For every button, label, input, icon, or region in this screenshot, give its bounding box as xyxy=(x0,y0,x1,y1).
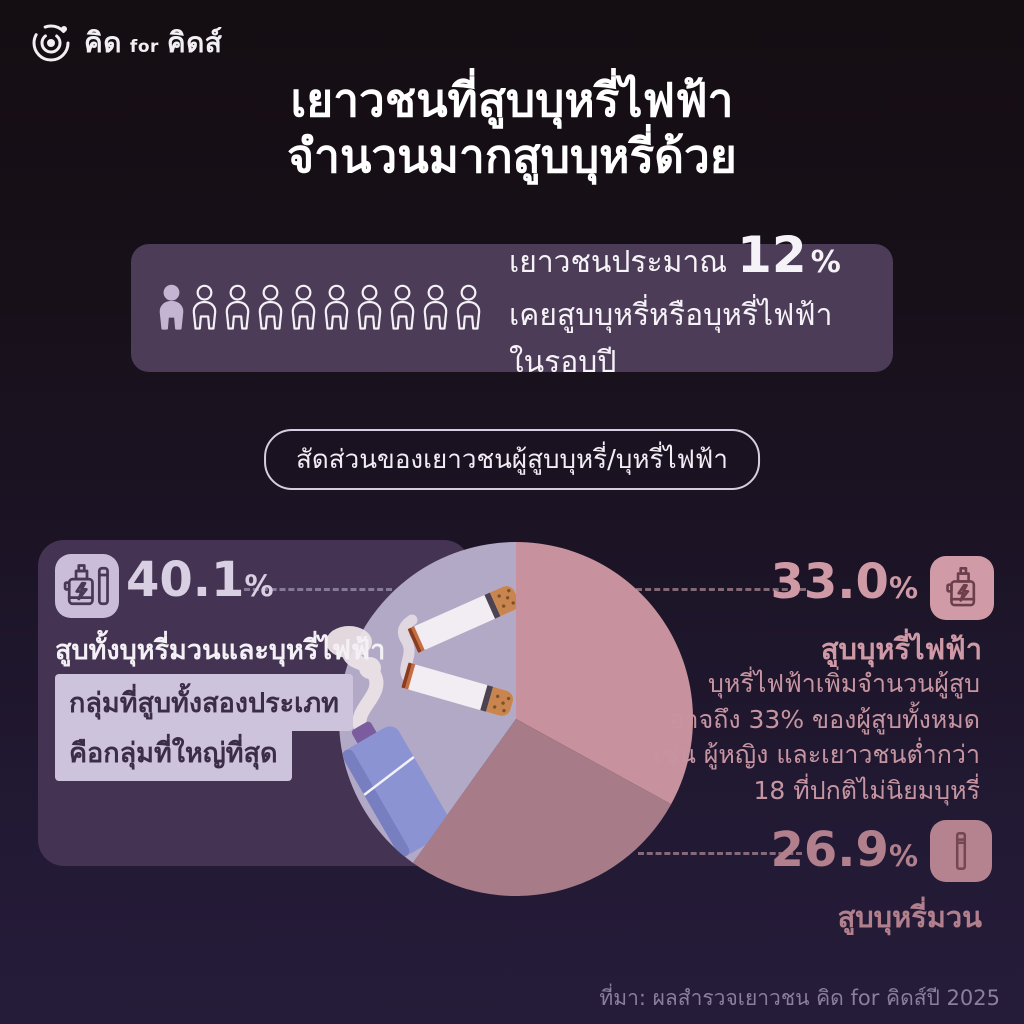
stat-banner-text: เยาวชนประมาณ 12 % เคยสูบบุหรี่หรือบุหรี่… xyxy=(509,230,867,386)
pie-slice-ecig xyxy=(516,542,694,805)
kid-for-kids-eye-icon xyxy=(32,24,70,62)
page-title: เยาวชนที่สูบบุหรี่ไฟฟ้า จำนวนมากสูบบุหรี… xyxy=(0,72,1024,184)
highlight-chip-2: คือกลุ่มที่ใหญ่ที่สุด xyxy=(55,724,292,781)
value-both: 40.1% xyxy=(126,556,274,604)
label-cig: สูบบุหรี่มวน xyxy=(837,900,982,934)
people-icons xyxy=(157,278,483,338)
pie-chart xyxy=(326,542,694,897)
vape-and-cigarette-icon xyxy=(55,554,119,618)
stat-line-2: เคยสูบบุหรี่หรือบุหรี่ไฟฟ้าในรอบปี xyxy=(509,298,833,380)
stat-banner: เยาวชนประมาณ 12 % เคยสูบบุหรี่หรือบุหรี่… xyxy=(131,230,893,380)
pie-slice-cig xyxy=(412,719,672,897)
title-line-2: จำนวนมากสูบบุหรี่ด้วย xyxy=(287,129,737,184)
vape-illustration xyxy=(342,721,451,857)
stat-unit: % xyxy=(810,245,841,280)
label-both: สูบทั้งบุหรี่มวนและบุหรี่ไฟฟ้า xyxy=(55,635,386,666)
value-ecig: 33.0% xyxy=(771,558,919,606)
stat-prefix: เยาวชนประมาณ xyxy=(509,245,728,280)
cigarette-illustration-2 xyxy=(401,662,514,716)
stat-line-1: เยาวชนประมาณ 12 % xyxy=(509,230,867,286)
section-label-pill: สัดส่วนของเยาวชนผู้สูบบุหรี่/บุหรี่ไฟฟ้า xyxy=(264,429,760,490)
person-icon xyxy=(159,284,184,330)
logo-word-left: คิด xyxy=(84,26,122,59)
person-icon xyxy=(291,284,316,330)
person-icon xyxy=(357,284,382,330)
title-line-1: เยาวชนที่สูบบุหรี่ไฟฟ้า xyxy=(290,73,734,127)
person-icon xyxy=(456,284,481,330)
logo-text: คิด for คิดส์ xyxy=(84,21,222,65)
section-label: สัดส่วนของเยาวชนผู้สูบบุหรี่/บุหรี่ไฟฟ้า xyxy=(296,445,728,475)
connector-dash-right xyxy=(636,588,806,591)
person-icon xyxy=(324,284,349,330)
value-ecig-unit: % xyxy=(888,571,918,605)
logo: คิด for คิดส์ xyxy=(28,20,222,66)
smoke-illustration xyxy=(326,614,418,737)
value-cig-number: 26.9 xyxy=(770,822,889,878)
value-both-number: 40.1 xyxy=(126,552,245,608)
label-ecig: สูบบุหรี่ไฟฟ้า xyxy=(820,632,982,666)
connector-dash-left xyxy=(244,588,392,591)
person-icon xyxy=(225,284,250,330)
value-both-unit: % xyxy=(244,569,274,603)
source-note: ที่มา: ผลสำรวจเยาวชน คิด for คิดส์ปี 202… xyxy=(599,986,1000,1010)
value-cig: 26.9% xyxy=(771,826,919,874)
logo-word-right: คิดส์ xyxy=(166,26,223,59)
person-icon xyxy=(192,284,217,330)
stat-value: 12 xyxy=(737,226,807,284)
person-icon xyxy=(258,284,283,330)
cigarette-illustration-1 xyxy=(407,586,517,653)
value-cig-unit: % xyxy=(888,839,918,873)
person-icon xyxy=(390,284,415,330)
cigarette-icon xyxy=(930,820,992,882)
ecig-description: บุหรี่ไฟฟ้าเพิ่มจำนวนผู้สูบ อาจถึง 33% ข… xyxy=(653,669,980,805)
vape-icon xyxy=(930,556,994,620)
connector-dash-bottom xyxy=(638,852,802,855)
person-icon xyxy=(423,284,448,330)
pie-illustration xyxy=(342,586,517,857)
logo-word-for: for xyxy=(129,37,159,57)
highlight-chip-1: กลุ่มที่สูบทั้งสองประเภท xyxy=(55,674,353,731)
value-ecig-number: 33.0 xyxy=(770,554,889,610)
